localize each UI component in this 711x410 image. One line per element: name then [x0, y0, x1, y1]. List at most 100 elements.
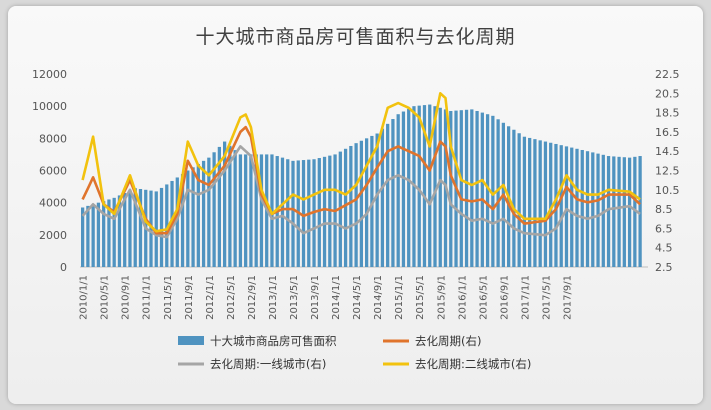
line-turnover-tier1 [81, 145, 641, 239]
x-tick-label: 2017/1/1 [520, 275, 531, 320]
y-right-tick-label: 6.5 [655, 222, 673, 235]
bar-available-area [233, 150, 237, 267]
x-tick-label: 2013/5/1 [289, 275, 300, 320]
legend-swatch [178, 336, 204, 345]
legend-label: 十大城市商品房可售面积 [210, 334, 337, 348]
bar-available-area [249, 154, 253, 267]
bar-available-area [491, 115, 495, 267]
bar-available-area [464, 109, 469, 267]
bar-available-area [580, 149, 584, 267]
bar-available-area [349, 145, 353, 267]
bar-available-area [370, 135, 374, 267]
y-right-tick-label: 8.5 [655, 203, 673, 216]
line-turnover-all [81, 125, 641, 235]
x-tick-label: 2013/9/1 [310, 275, 321, 320]
y-axis-right: 2.5 4.5 6.5 8.5 10.5 12.5 14.5 16.5 18.5 20.5 22.5 [655, 68, 680, 274]
legend: 十大城市商品房可售面积 去化周期(右) 去化周期:一线城市(右) 去化周期:二线城市(… [178, 334, 531, 371]
bar-available-area [217, 146, 222, 267]
bar-available-area [386, 123, 390, 267]
bar-available-area [375, 133, 379, 267]
bar-available-area [186, 170, 190, 267]
bar-available-area [196, 164, 200, 267]
x-tick-label: 2012/1/1 [205, 275, 216, 320]
y-right-tick-label: 16.5 [655, 126, 680, 139]
bar-available-area [528, 137, 532, 267]
bar-available-area [459, 110, 463, 267]
bar-available-area [638, 156, 642, 267]
bar-available-area [396, 114, 400, 267]
x-tick-label: 2015/5/1 [415, 275, 426, 320]
bar-available-area [533, 139, 537, 267]
bar-available-area [622, 157, 626, 267]
legend-label: 去化周期:二线城市(右) [415, 357, 531, 371]
y-left-tick-label: 10000 [32, 100, 67, 113]
x-tick-label: 2010/9/1 [121, 275, 132, 320]
bar-available-area [407, 108, 411, 267]
x-tick-label: 2011/1/1 [142, 275, 153, 320]
legend-item-turnover-tier2: 去化周期:二线城市(右) [383, 357, 531, 371]
bar-available-area [438, 107, 442, 268]
x-tick-label: 2015/9/1 [436, 275, 447, 320]
bar-available-area [159, 187, 164, 267]
bar-available-area [165, 184, 169, 267]
y-right-tick-label: 20.5 [655, 87, 680, 100]
legend-label: 去化周期(右) [415, 334, 481, 348]
bar-available-area [149, 190, 153, 267]
bar-available-area [512, 129, 516, 267]
x-tick-label: 2015/1/1 [394, 275, 405, 320]
bar-available-area [570, 147, 574, 267]
bar-available-area [138, 188, 143, 267]
legend-item-turnover-tier1: 去化周期:一线城市(右) [178, 357, 326, 371]
bar-available-area [627, 157, 632, 267]
line-series-group [81, 92, 641, 239]
bar-available-area [401, 111, 406, 268]
bar-available-area [606, 156, 611, 267]
bar-available-area [123, 193, 127, 267]
y-right-tick-label: 22.5 [655, 68, 680, 81]
bar-available-area [433, 106, 437, 268]
x-tick-label: 2013/1/1 [268, 275, 279, 320]
x-tick-label: 2016/1/1 [457, 275, 468, 320]
x-tick-label: 2014/5/1 [352, 275, 363, 320]
bar-available-area [475, 110, 479, 267]
bar-available-area [522, 136, 527, 267]
bar-available-area [538, 140, 542, 267]
bar-available-area [201, 160, 206, 267]
bar-available-area [612, 156, 616, 267]
bar-available-area [380, 128, 385, 267]
legend-item-available-area: 十大城市商品房可售面积 [178, 334, 337, 348]
bar-available-area [112, 197, 116, 267]
bar-available-area [554, 143, 558, 267]
bar-available-area [449, 110, 453, 267]
bar-available-area [254, 154, 258, 267]
x-tick-label: 2011/5/1 [163, 275, 174, 320]
bar-available-area [280, 157, 285, 267]
bar-available-area [564, 146, 569, 267]
bar-available-area [301, 160, 306, 267]
bar-available-area [117, 195, 122, 267]
bar-series [80, 104, 642, 268]
bar-available-area [359, 140, 364, 267]
legend-label: 去化周期:一线城市(右) [210, 357, 326, 371]
bar-available-area [222, 141, 227, 267]
bar-available-area [617, 156, 621, 267]
bar-available-area [212, 152, 216, 267]
y-right-tick-label: 14.5 [655, 145, 680, 158]
bar-available-area [207, 157, 211, 267]
bar-available-area [543, 141, 548, 267]
bar-available-area [175, 177, 179, 267]
bar-available-area [601, 154, 605, 267]
x-tick-label: 2016/9/1 [499, 275, 510, 320]
bar-available-area [364, 138, 369, 267]
bar-available-area [128, 190, 132, 267]
bar-available-area [496, 119, 500, 267]
bar-available-area [391, 119, 395, 268]
bar-available-area [259, 154, 264, 267]
bar-available-area [238, 154, 243, 267]
x-tick-label: 2017/5/1 [541, 275, 552, 320]
bar-available-area [86, 205, 90, 267]
bar-available-area [80, 207, 85, 267]
bar-available-area [96, 202, 101, 267]
bar-available-area [343, 148, 348, 267]
